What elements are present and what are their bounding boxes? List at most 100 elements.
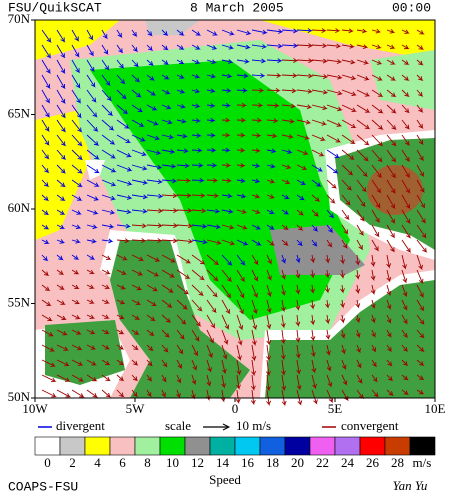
- date: 8 March 2005: [190, 0, 284, 15]
- wind-arrow-head: [181, 103, 185, 108]
- wind-arrow-head: [167, 104, 171, 109]
- lat-tick-label: 55N: [8, 294, 31, 309]
- wind-arrow-head: [154, 286, 158, 291]
- wind-arrow-head: [393, 108, 396, 113]
- time: 00:00: [392, 0, 431, 15]
- wind-arrow-head: [120, 345, 124, 350]
- wind-arrow-head: [338, 90, 342, 95]
- wind-arrow-head: [285, 225, 288, 230]
- wind-arrow-head: [290, 118, 294, 123]
- wind-arrow-head: [308, 58, 313, 62]
- wind-arrow-head: [105, 299, 109, 304]
- wind-arrow-head: [422, 333, 424, 338]
- wind-arrow-head: [105, 329, 109, 334]
- wind-arrow-head: [366, 92, 370, 97]
- wind-arrow-head: [78, 196, 82, 201]
- wind-arrow-head: [143, 180, 147, 184]
- colorbar-level: 12: [191, 455, 204, 470]
- wind-arrow-head: [108, 238, 113, 242]
- wind-arrow-head: [196, 133, 201, 137]
- wind-arrow-head: [406, 60, 409, 65]
- wind-arrow-head: [318, 182, 321, 187]
- wind-arrow-head: [359, 347, 361, 352]
- wind-arrow-head: [337, 74, 342, 79]
- wind-arrow-head: [390, 29, 395, 33]
- wind-arrow-head: [111, 195, 115, 200]
- wind-arrow-head: [213, 31, 217, 36]
- wind-arrow-head: [141, 137, 145, 141]
- wind-arrows: [41, 28, 428, 407]
- wind-arrow-head: [352, 123, 356, 128]
- wind-arrow-head: [141, 238, 146, 242]
- wind-arrow-head: [366, 124, 370, 129]
- wind-arrow-head: [200, 193, 205, 197]
- wind-arrow-head: [122, 285, 125, 289]
- wind-arrow-head: [215, 292, 218, 297]
- wind-arrow-head: [285, 194, 289, 199]
- land-ireland: [45, 320, 125, 385]
- wind-arrow-head: [405, 346, 408, 352]
- wind-arrow-head: [46, 271, 49, 276]
- zone-gray: [145, 20, 200, 35]
- wind-arrow-head: [112, 154, 116, 159]
- wind-arrow-head: [93, 361, 96, 366]
- wind-arrow-head: [308, 73, 313, 77]
- wind-arrow-head: [142, 151, 146, 156]
- wind-arrow: [56, 29, 66, 43]
- wind-arrow-head: [321, 136, 325, 141]
- wind-arrow-head: [106, 270, 110, 274]
- wind-arrow-head: [287, 164, 291, 169]
- wind-arrow-head: [126, 223, 130, 227]
- wind-arrow-head: [283, 339, 286, 344]
- wind-arrow-head: [241, 178, 245, 182]
- wind-arrow-head: [420, 45, 424, 50]
- wind-arrow-head: [226, 162, 230, 166]
- colorbar-swatch: [184, 436, 211, 456]
- colorbar-swatch: [59, 436, 86, 456]
- colorbar-level: 14: [216, 455, 230, 470]
- wind-arrow-head: [224, 368, 227, 373]
- wind-arrow-head: [136, 62, 139, 67]
- wind-arrow-head: [364, 60, 368, 64]
- wind-arrow: [101, 284, 111, 290]
- wind-arrow-head: [153, 301, 156, 306]
- wind-arrow-head: [352, 107, 356, 112]
- wind-arrow-head: [128, 167, 132, 171]
- wind-arrow-head: [343, 333, 346, 338]
- wind-arrow-head: [255, 308, 258, 314]
- wind-arrow-head: [246, 44, 250, 48]
- wind-arrow-head: [76, 299, 80, 304]
- wind-arrow-head: [307, 88, 312, 93]
- wind-arrow-head: [223, 383, 227, 388]
- wind-arrow-head: [329, 366, 332, 371]
- wind-arrow-head: [316, 211, 319, 217]
- legend: divergent scale 10 m/s convergent: [38, 418, 399, 433]
- wind-arrow-head: [212, 162, 216, 166]
- wind-arrow-head: [195, 103, 200, 107]
- wind-arrow-head: [284, 274, 286, 279]
- colorbar-swatch: [359, 436, 386, 456]
- wind-arrow-head: [76, 224, 81, 229]
- wind-arrow-head: [393, 92, 396, 97]
- wind-arrow-head: [158, 179, 162, 183]
- wind-arrow-head: [51, 347, 54, 352]
- wind-arrow-head: [327, 303, 330, 308]
- wind-arrow-head: [123, 79, 125, 84]
- wind-arrow-head: [420, 60, 423, 65]
- colorbar-swatch: [209, 436, 236, 456]
- wind-arrow-head: [257, 117, 261, 121]
- wind-arrow-head: [272, 133, 277, 137]
- wind-arrow-head: [186, 178, 190, 182]
- wind-arrow-head: [95, 196, 99, 201]
- wind-arrow-head: [91, 255, 95, 260]
- wind-arrow-head: [268, 386, 271, 391]
- wind-arrow-head: [151, 76, 155, 81]
- wind-arrow-head: [46, 196, 49, 201]
- colorbar-unit: m/s: [413, 455, 432, 470]
- wind-arrow-head: [240, 132, 245, 136]
- wind-arrow-head: [256, 209, 260, 214]
- wind-arrow-head: [394, 141, 396, 146]
- wind-arrow-head: [352, 139, 355, 144]
